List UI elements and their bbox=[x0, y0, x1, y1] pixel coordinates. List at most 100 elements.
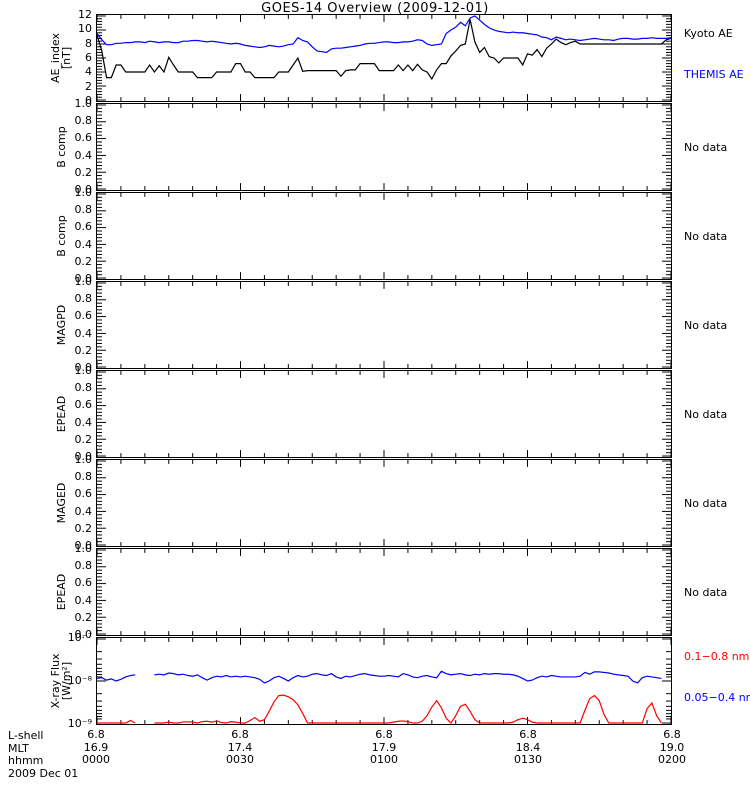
x-tick-hhmm: 0000 bbox=[82, 753, 110, 766]
y-tick-label: 0.6 bbox=[74, 131, 93, 145]
x-tick-mlt: 17.9 bbox=[371, 740, 397, 754]
x-tick-column: 6.8 17.9 0100 bbox=[354, 728, 414, 767]
y-tick-label: 1.0 bbox=[74, 364, 93, 377]
series-kyoto-ae bbox=[97, 19, 671, 79]
y-tick-label: 0 bbox=[85, 94, 92, 107]
x-tick-mlt: 19.0 bbox=[659, 740, 685, 754]
legend-label: No data bbox=[684, 319, 728, 332]
page-title: GOES-14 Overview (2009-12-01) bbox=[261, 1, 489, 16]
y-tick-marks bbox=[97, 15, 671, 101]
x-axis-row-label: hhmm bbox=[8, 754, 44, 767]
y-tick-label: 0.4 bbox=[74, 593, 93, 607]
legend-label: No data bbox=[684, 408, 728, 421]
x-tick-hhmm: 0130 bbox=[514, 753, 542, 766]
panel-maged bbox=[96, 459, 672, 547]
x-tick-lshell: 6.8 bbox=[87, 728, 105, 741]
y-tick-label: 0.2 bbox=[74, 343, 93, 357]
panel-b-comp-2 bbox=[96, 192, 672, 280]
panel-magpd bbox=[96, 281, 672, 369]
y-tick-label: 10⁻⁸ bbox=[67, 674, 92, 687]
y-axis-title-text: B comp bbox=[54, 215, 68, 257]
panel-canvas-magpd bbox=[97, 282, 671, 368]
y-tick-label: 0.8 bbox=[74, 559, 93, 573]
y-tick-label: 0.6 bbox=[74, 576, 93, 590]
y-tick-label: 0.2 bbox=[74, 432, 93, 446]
x-tick-lshell: 6.8 bbox=[519, 728, 537, 741]
y-tick-label: 0.6 bbox=[74, 398, 93, 412]
x-tick-marks bbox=[97, 104, 671, 190]
y-tick-label: 0.8 bbox=[74, 114, 93, 128]
legend-label: No data bbox=[684, 141, 728, 154]
legend-label: No data bbox=[684, 230, 728, 243]
x-tick-lshell: 6.8 bbox=[375, 728, 393, 741]
y-axis-title-xray-flux: X-ray Flux [W/m²] bbox=[31, 621, 91, 741]
x-tick-hhmm: 0200 bbox=[658, 753, 686, 766]
y-tick-label: 0.6 bbox=[74, 487, 93, 501]
x-tick-marks bbox=[97, 15, 671, 101]
y-tick-label: 0.8 bbox=[74, 292, 93, 306]
y-tick-label: 0.2 bbox=[74, 165, 93, 179]
y-tick-label: 0.2 bbox=[74, 254, 93, 268]
y-axis-title-text: MAGED bbox=[54, 482, 68, 524]
x-tick-mlt: 16.9 bbox=[83, 740, 109, 754]
y-tick-label: 12 bbox=[78, 8, 92, 21]
y-tick-marks bbox=[97, 460, 671, 546]
y-axis-title-text: X-ray Flux [W/m²] bbox=[49, 653, 73, 709]
x-axis-row-label: L-shell bbox=[8, 729, 44, 742]
x-tick-column: 6.8 16.9 0000 bbox=[66, 728, 126, 767]
y-axis-title-text: MAGPD bbox=[54, 304, 68, 346]
y-tick-label: 10 bbox=[78, 22, 92, 36]
legend-label: 0.05−0.4 nm bbox=[684, 690, 750, 704]
y-tick-marks bbox=[97, 638, 671, 724]
y-tick-label: 0.4 bbox=[74, 504, 93, 518]
y-tick-label: 10⁻⁹ bbox=[67, 717, 92, 730]
y-tick-label: 0.2 bbox=[74, 521, 93, 535]
y-tick-marks bbox=[97, 193, 671, 279]
x-tick-column: 6.8 19.0 0200 bbox=[642, 728, 702, 767]
y-tick-label: 2 bbox=[85, 79, 92, 93]
panel-canvas-maged bbox=[97, 460, 671, 546]
y-axis-title-text: AE_index [nT] bbox=[49, 32, 73, 84]
panel-epead-2 bbox=[96, 548, 672, 636]
panel-canvas-b-comp-1 bbox=[97, 104, 671, 190]
x-tick-marks bbox=[97, 193, 671, 279]
x-tick-hhmm: 0100 bbox=[370, 753, 398, 766]
y-tick-label: 0.6 bbox=[74, 309, 93, 323]
x-tick-lshell: 6.8 bbox=[663, 728, 681, 741]
x-tick-marks bbox=[97, 282, 671, 368]
panel-ae-index bbox=[96, 14, 672, 102]
y-tick-label: 0.8 bbox=[74, 470, 93, 484]
series-0-1-0-8-nm bbox=[97, 695, 661, 723]
y-tick-label: 0.4 bbox=[74, 415, 93, 429]
y-axis-title-text: B comp bbox=[54, 126, 68, 168]
y-tick-label: 1.0 bbox=[74, 186, 93, 199]
x-tick-marks bbox=[97, 371, 671, 457]
x-tick-column: 6.8 18.4 0130 bbox=[498, 728, 558, 767]
legend-label: Kyoto AE bbox=[684, 27, 733, 41]
y-tick-label: 0.4 bbox=[74, 326, 93, 340]
panel-canvas-b-comp-2 bbox=[97, 193, 671, 279]
x-tick-marks bbox=[97, 638, 671, 724]
y-tick-label: 0.6 bbox=[74, 220, 93, 234]
x-tick-column: 6.8 17.4 0030 bbox=[210, 728, 270, 767]
series-0-05-0-4-nm bbox=[97, 671, 661, 683]
y-tick-label: 6 bbox=[85, 51, 92, 64]
y-tick-label: 0.8 bbox=[74, 203, 93, 217]
y-tick-label: 1.0 bbox=[74, 453, 93, 466]
y-tick-label: 8 bbox=[85, 36, 92, 50]
y-tick-label: 0.4 bbox=[74, 237, 93, 251]
date-stamp: 2009 Dec 01 bbox=[8, 766, 79, 780]
legend-label: No data bbox=[684, 497, 728, 510]
x-tick-lshell: 6.8 bbox=[231, 728, 249, 741]
y-tick-label: 1.0 bbox=[74, 275, 93, 288]
x-tick-mlt: 17.4 bbox=[227, 740, 253, 754]
y-tick-label: 0.0 bbox=[74, 539, 93, 552]
x-tick-marks bbox=[97, 460, 671, 546]
legend-label: No data bbox=[684, 586, 728, 599]
panel-b-comp-1 bbox=[96, 103, 672, 191]
y-tick-marks bbox=[97, 104, 671, 190]
y-tick-label: 0.8 bbox=[74, 381, 93, 395]
y-tick-label: 1.0 bbox=[74, 97, 93, 110]
y-axis-title-text: EPEAD bbox=[54, 573, 68, 611]
